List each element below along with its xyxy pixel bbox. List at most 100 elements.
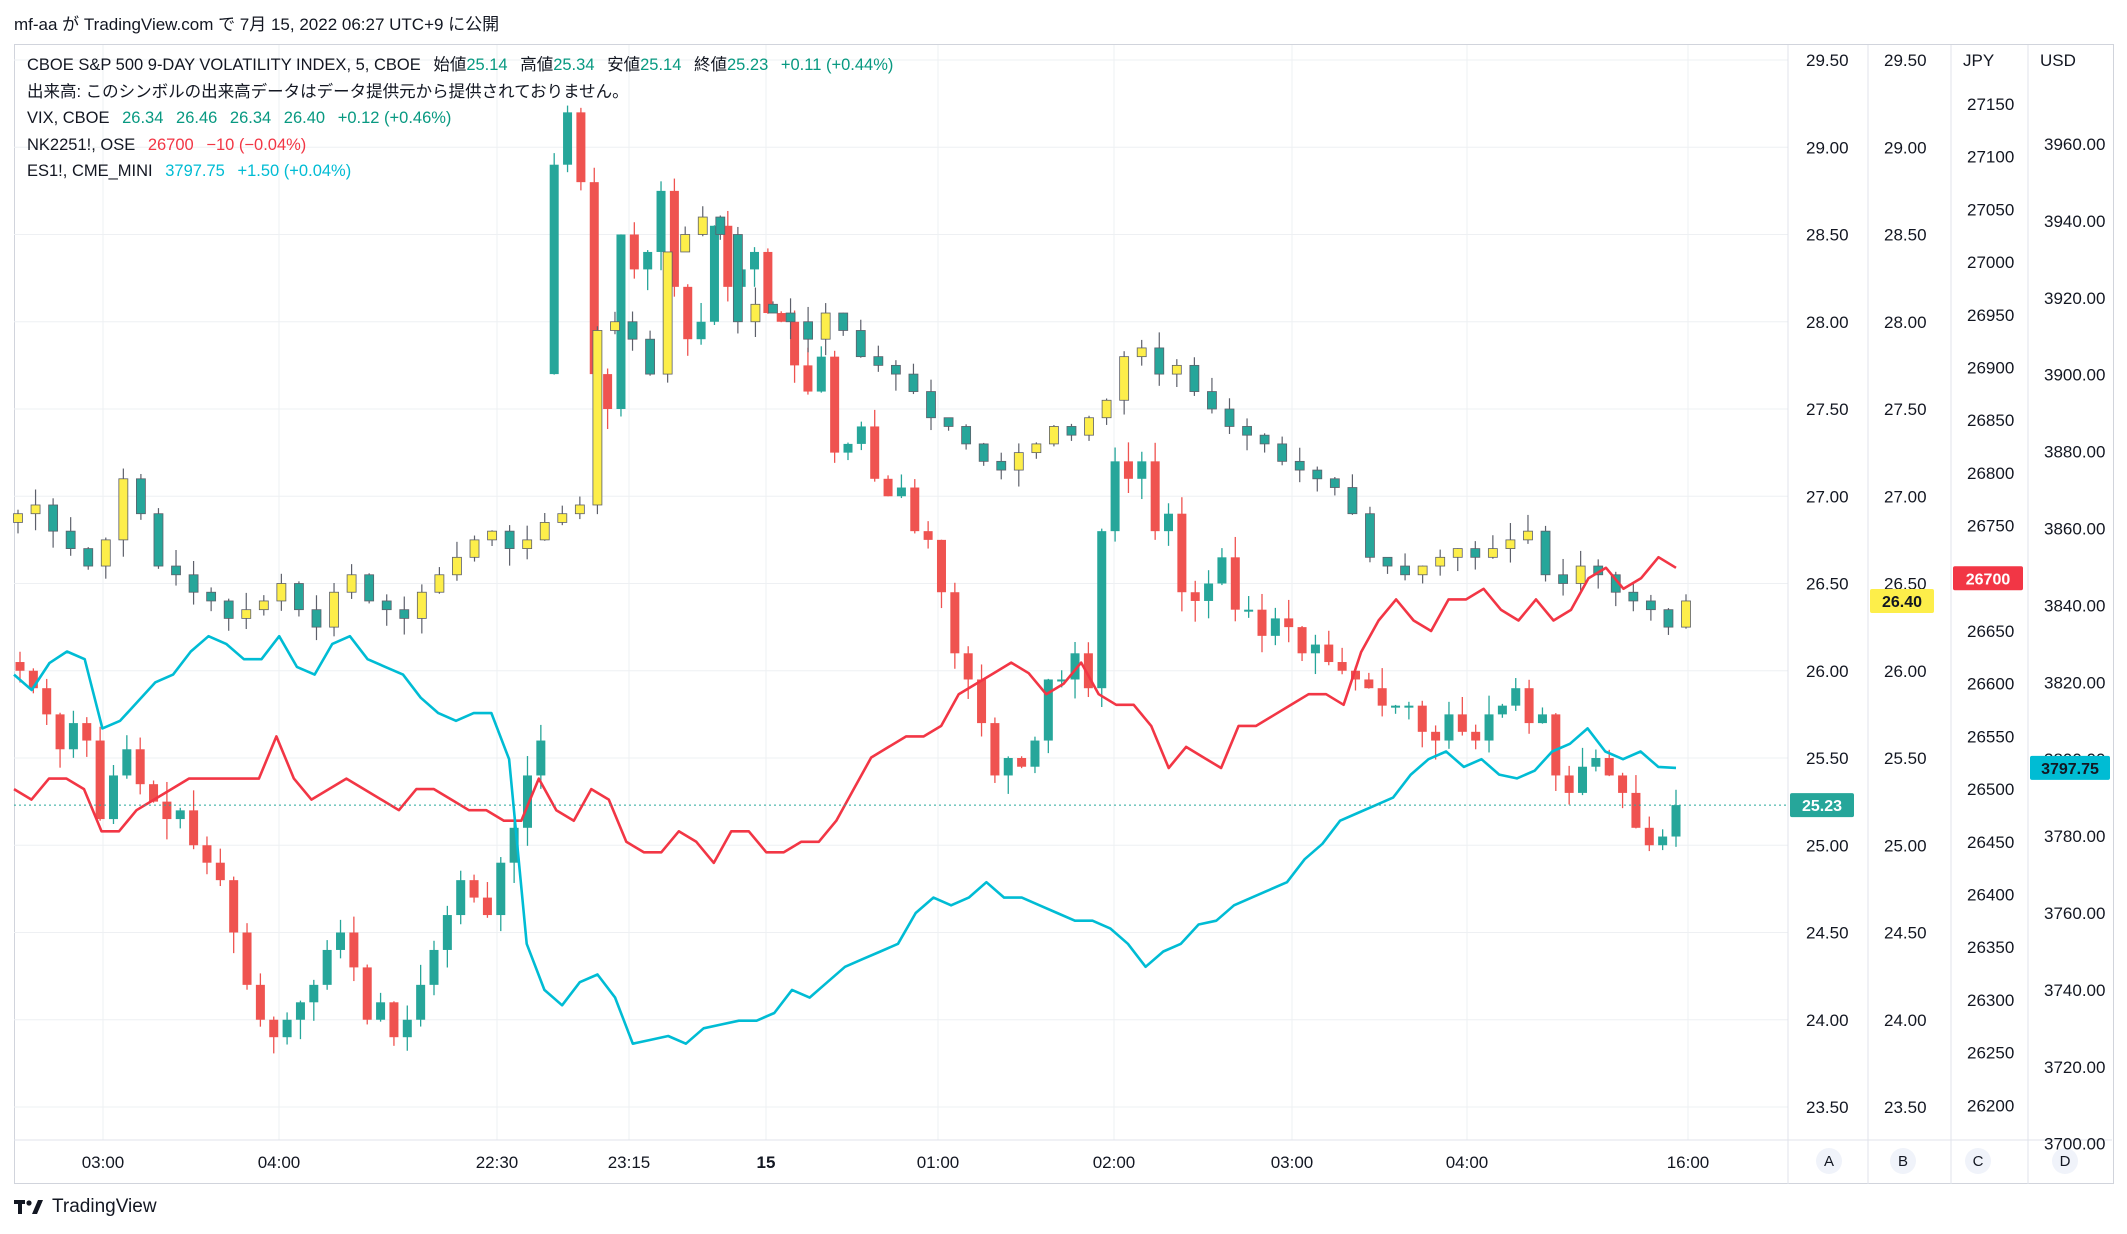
vix9d-candle: [1324, 644, 1334, 663]
vix9d-candle: [589, 182, 599, 375]
vix-candle: [381, 600, 392, 611]
vix-candle: [276, 583, 287, 602]
axis-c-tick: 26500: [1967, 780, 2014, 799]
vix9d-candle: [990, 723, 1000, 776]
axis-c-tick: 26350: [1967, 938, 2014, 957]
vix9d-candle: [1511, 688, 1521, 706]
legend-vix-h: 26.46: [176, 109, 218, 127]
legend-nk-title[interactable]: NK2251!, OSE: [27, 135, 136, 154]
vix-candle: [434, 574, 445, 593]
vix-candle: [1066, 426, 1077, 436]
time-axis-label: 02:00: [1093, 1153, 1136, 1172]
vix9d-candle: [643, 251, 653, 270]
vix-candle: [1347, 487, 1358, 515]
tradingview-logo-icon: [14, 1200, 43, 1214]
vix-candle: [1540, 530, 1551, 576]
vix9d-candle: [1230, 557, 1240, 610]
legend: CBOE S&P 500 9-DAY VOLATILITY INDEX, 5, …: [27, 52, 893, 185]
vix-candle: [1452, 548, 1463, 558]
axis-c-tick: 26900: [1967, 359, 2014, 378]
vix9d-candle: [1631, 792, 1641, 828]
vix9d-candle: [1177, 513, 1187, 593]
axis-d-label: USD: [2040, 51, 2076, 70]
vix-candle: [206, 591, 217, 602]
time-axis-label: 23:15: [608, 1153, 651, 1172]
axis-c-tick: 26950: [1967, 306, 2014, 325]
legend-h-label: 高値: [520, 56, 554, 74]
axis-d-tick: 3760.00: [2044, 904, 2105, 923]
legend-h-value: 25.34: [553, 56, 595, 74]
legend-c-label: 終値: [693, 56, 727, 74]
vix-candle: [1259, 434, 1270, 445]
chart-frame[interactable]: [14, 44, 2114, 1184]
vix9d-candle: [1043, 679, 1053, 741]
vix9d-candle: [776, 313, 786, 322]
axis-d-tick: 3920.00: [2044, 289, 2105, 308]
vix9d-candle: [563, 112, 573, 165]
vix-candle: [1084, 417, 1094, 436]
vix9d-candle: [15, 662, 25, 671]
vix9d-candle: [1017, 758, 1027, 767]
time-axis-label: 04:00: [1446, 1153, 1489, 1172]
axis-a-tick: 26.00: [1806, 662, 1849, 681]
vix9d-candle: [1297, 627, 1307, 654]
vix-candle: [83, 548, 94, 567]
vix9d-candle: [108, 775, 118, 820]
vix9d-candle: [1270, 618, 1280, 636]
vix9d-candle: [1190, 592, 1200, 601]
legend-es-title[interactable]: ES1!, CME_MINI: [27, 162, 153, 180]
vix9d-candle: [55, 714, 65, 750]
vix9d-candle: [42, 688, 52, 715]
vix-candle: [1242, 426, 1252, 436]
legend-main-change: +0.11 (+0.44%): [780, 56, 894, 74]
vix-candle: [768, 303, 778, 314]
legend-l-label: 安値: [607, 56, 641, 74]
legend-nk-change: −10 (−0.04%): [206, 135, 307, 154]
vix9d-candle: [68, 723, 78, 750]
publish-line: mf-aa が TradingView.com で 7月 15, 2022 06…: [14, 15, 500, 34]
axis-c-tick: 26200: [1967, 1096, 2014, 1115]
vix9d-candle: [1110, 461, 1120, 532]
axis-b-last-tag-text: 26.40: [1882, 594, 1922, 611]
vix-candle: [65, 530, 76, 550]
vix-candle: [1523, 530, 1533, 541]
vix9d-candle: [1310, 644, 1320, 654]
vix-candle: [645, 338, 655, 375]
axis-d-tick: 3960.00: [2044, 135, 2105, 154]
vix9d-candle: [883, 478, 893, 497]
vix-candle: [30, 504, 41, 515]
axis-a-tick: 23.50: [1806, 1098, 1849, 1117]
axis-b-tick: 24.50: [1884, 924, 1927, 943]
vix-candle: [329, 591, 339, 628]
vix-candle: [346, 574, 357, 593]
axis-b-tick: 25.50: [1884, 749, 1927, 768]
axis-d-tick: 3940.00: [2044, 212, 2105, 231]
vix9d-candle: [696, 321, 706, 340]
legend-main-title[interactable]: CBOE S&P 500 9-DAY VOLATILITY INDEX, 5, …: [27, 56, 421, 74]
time-axis-label: 01:00: [917, 1153, 960, 1172]
legend-vix-title[interactable]: VIX, CBOE: [27, 109, 110, 127]
legend-main: CBOE S&P 500 9-DAY VOLATILITY INDEX, 5, …: [27, 52, 893, 79]
time-axis-label: 15: [757, 1153, 776, 1172]
axis-b-tick: 28.50: [1884, 226, 1927, 245]
vix9d-candle: [322, 949, 332, 985]
vix-candle: [1189, 364, 1200, 392]
vix9d-candle: [1137, 461, 1147, 479]
legend-o-label: 始値: [433, 56, 467, 74]
legend-es-change: +1.50 (+0.04%): [237, 162, 352, 180]
vix9d-candle: [1578, 766, 1588, 793]
scale-button-c: [1965, 1148, 1991, 1174]
vix9d-candle: [1537, 714, 1547, 724]
vix-candle: [680, 234, 691, 253]
axis-c-tick: 26400: [1967, 886, 2014, 905]
vix9d-candle: [295, 1002, 305, 1020]
vix9d-candle: [910, 487, 920, 532]
axis-c-tick: 26650: [1967, 622, 2014, 641]
time-axis-label: 03:00: [82, 1153, 125, 1172]
footer-brand[interactable]: TradingView: [14, 1196, 157, 1218]
vix9d-candle: [522, 775, 532, 828]
vix9d-candle: [1284, 618, 1294, 628]
axis-c-last-tag-text: 26700: [1966, 571, 2011, 588]
legend-c-value: 25.23: [726, 56, 769, 74]
